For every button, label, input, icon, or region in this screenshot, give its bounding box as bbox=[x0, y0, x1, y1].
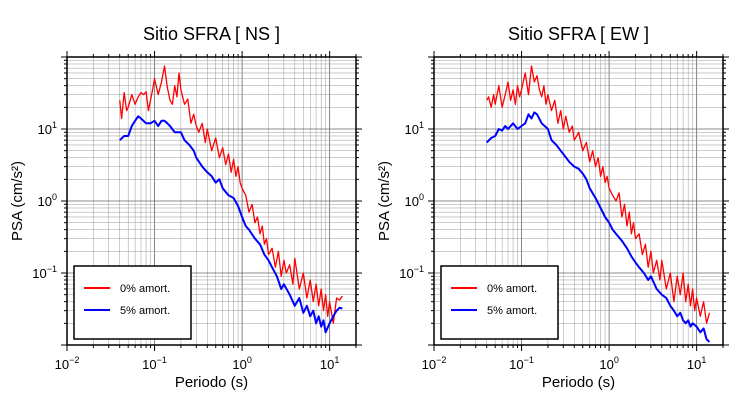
y-tick-label: 10−1 bbox=[399, 264, 424, 281]
x-axis-label: Periodo (s) bbox=[175, 374, 248, 391]
x-tick-label-exp: 0 bbox=[614, 355, 619, 365]
y-tick-label-exp: 0 bbox=[419, 192, 424, 202]
chart-title: Sitio SFRA [ EW ] bbox=[508, 24, 649, 44]
x-tick-label-exp: −2 bbox=[69, 355, 79, 365]
x-tick-label: 100 bbox=[232, 355, 251, 372]
y-tick-label: 100 bbox=[405, 192, 424, 209]
grid bbox=[66, 56, 357, 346]
y-tick-label-exp: −1 bbox=[414, 264, 424, 274]
legend: 0% amort. 5% amort. bbox=[73, 265, 192, 340]
x-tick-label: 10−2 bbox=[422, 355, 447, 372]
plot-frame bbox=[433, 56, 724, 346]
series-line-5pct bbox=[119, 115, 343, 334]
legend-box bbox=[440, 265, 559, 340]
y-tick-label-exp: −1 bbox=[47, 264, 57, 274]
x-tick-label: 10−2 bbox=[55, 355, 80, 372]
x-tick-label-exp: −1 bbox=[157, 355, 167, 365]
legend-box bbox=[73, 265, 192, 340]
x-tick-label-base: 10 bbox=[599, 357, 613, 372]
y-axis-label: PSA (cm/s²) bbox=[376, 161, 393, 241]
y-tick-label-exp: 1 bbox=[52, 120, 57, 130]
x-tick-label-exp: 1 bbox=[701, 355, 706, 365]
y-tick-label: 101 bbox=[405, 120, 424, 137]
x-tick-label: 10−1 bbox=[509, 355, 534, 372]
x-tick-label-base: 10 bbox=[422, 357, 436, 372]
y-tick-label-base: 10 bbox=[405, 122, 419, 137]
legend-label-0pct: 0% amort. bbox=[120, 283, 170, 295]
y-tick-label: 100 bbox=[38, 192, 57, 209]
y-tick-label-base: 10 bbox=[38, 194, 52, 209]
series-group bbox=[485, 65, 711, 343]
x-axis-label: Periodo (s) bbox=[542, 374, 615, 391]
series-line-0pct bbox=[486, 65, 711, 324]
x-tick-label-base: 10 bbox=[509, 357, 523, 372]
series-group bbox=[119, 65, 343, 334]
plot-frame bbox=[66, 56, 357, 346]
y-tick-label-exp: 0 bbox=[52, 192, 57, 202]
legend: 0% amort. 5% amort. bbox=[440, 265, 559, 340]
y-tick-label-base: 10 bbox=[399, 266, 413, 281]
y-axis-label: PSA (cm/s²) bbox=[9, 161, 26, 241]
x-tick-label: 10−1 bbox=[142, 355, 167, 372]
legend-label-5pct: 5% amort. bbox=[487, 305, 537, 317]
x-tick-label-base: 10 bbox=[320, 357, 334, 372]
x-tick-label-exp: 0 bbox=[247, 355, 252, 365]
x-tick-label-base: 10 bbox=[687, 357, 701, 372]
legend-label-5pct: 5% amort. bbox=[120, 305, 170, 317]
y-tick-label: 10−1 bbox=[32, 264, 57, 281]
legend-label-0pct: 0% amort. bbox=[487, 283, 537, 295]
y-tick-label: 101 bbox=[38, 120, 57, 137]
y-tick-label-base: 10 bbox=[32, 266, 46, 281]
x-tick-label: 100 bbox=[599, 355, 618, 372]
y-tick-label-exp: 1 bbox=[419, 120, 424, 130]
y-tick-label-base: 10 bbox=[38, 122, 52, 137]
y-tick-label-base: 10 bbox=[405, 194, 419, 209]
x-tick-label-exp: 1 bbox=[334, 355, 339, 365]
x-tick-label-base: 10 bbox=[232, 357, 246, 372]
x-tick-label: 101 bbox=[687, 355, 706, 372]
x-tick-label-base: 10 bbox=[142, 357, 156, 372]
x-tick-label-exp: −2 bbox=[436, 355, 446, 365]
series-line-5pct bbox=[485, 111, 711, 343]
x-tick-label: 101 bbox=[320, 355, 339, 372]
x-tick-label-base: 10 bbox=[55, 357, 69, 372]
x-tick-label-exp: −1 bbox=[524, 355, 534, 365]
chart-title: Sitio SFRA [ NS ] bbox=[143, 24, 280, 44]
series-line-0pct bbox=[119, 65, 343, 324]
